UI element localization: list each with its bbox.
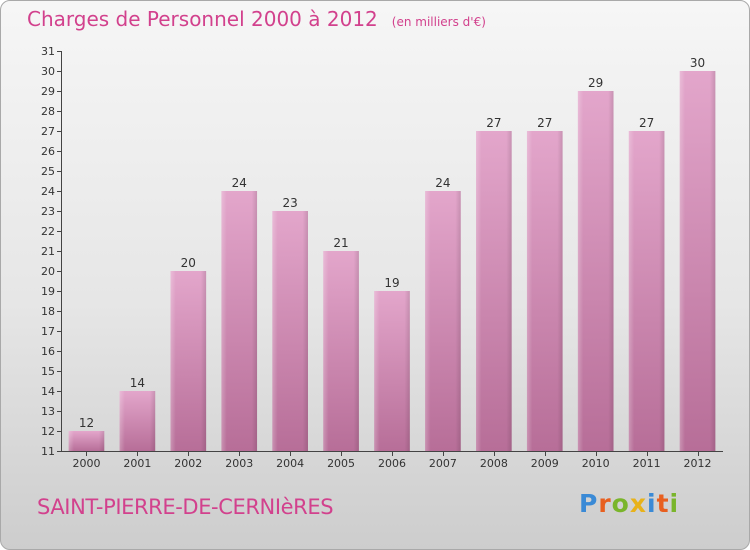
x-tick-label-2002: 2002 [174, 457, 202, 470]
y-tick-label: 24 [41, 185, 55, 198]
y-ticks: 11 12 13 14 15 16 17 18 19 20 21 22 23 24 25 26 27 28 29 30… [41, 45, 61, 458]
bar-shade-2008 [476, 131, 512, 451]
y-tick-label: 15 [41, 365, 55, 378]
y-tick-label: 26 [41, 145, 55, 158]
y-tick-label: 14 [41, 385, 55, 398]
y-tick-label: 16 [41, 345, 55, 358]
data-label-2007: 24 [435, 176, 450, 190]
y-tick-label: 22 [41, 225, 55, 238]
bar-shade-2006 [374, 291, 410, 451]
x-tick-label-2006: 2006 [378, 457, 406, 470]
x-tick-label-2010: 2010 [582, 457, 610, 470]
y-tick-label: 25 [41, 165, 55, 178]
logo-letter: i [669, 489, 680, 518]
data-label-2011: 27 [639, 116, 654, 130]
bar-shade-2000 [68, 431, 105, 451]
bar-shade-2007 [425, 191, 461, 451]
x-tick-label-2008: 2008 [480, 457, 508, 470]
logo-letter: o [611, 489, 630, 518]
y-tick-label: 12 [41, 425, 55, 438]
data-label-2002: 20 [181, 256, 196, 270]
x-tick-label-2011: 2011 [633, 457, 661, 470]
y-tick-label: 31 [41, 45, 55, 58]
y-tick-label: 17 [41, 325, 55, 338]
proxiti-logo[interactable]: Proxiti [579, 489, 679, 518]
bar-shade-2001 [119, 391, 156, 451]
data-label-2012: 30 [690, 56, 705, 70]
x-tick-label-2012: 2012 [684, 457, 712, 470]
data-label-2006: 19 [384, 276, 399, 290]
x-tick-labels: 2000 2001 2002 2003 2004 2005 2006 2007 2008 2009… [72, 451, 712, 470]
data-label-2010: 29 [588, 76, 603, 90]
commune-name: SAINT-PIERRE-DE-CERNIèRES [37, 495, 334, 519]
bars: 12 14 20 24 23 21 19 24 27 27 29 27 30 [68, 56, 716, 451]
bar-shade-2012 [679, 71, 716, 451]
bar-shade-2010 [577, 91, 614, 451]
logo-letter: x [629, 489, 647, 518]
y-tick-label: 27 [41, 125, 55, 138]
chart-title: Charges de Personnel 2000 à 2012 [27, 7, 378, 31]
data-label-2008: 27 [486, 116, 501, 130]
y-tick-label: 11 [41, 445, 55, 458]
bar-shade-2003 [221, 191, 258, 451]
chart-subtitle: (en milliers d'€) [391, 15, 486, 29]
logo-letter: i [647, 489, 657, 518]
y-tick-label: 19 [41, 285, 55, 298]
chart-title-block: Charges de Personnel 2000 à 2012 (en mill… [27, 7, 486, 31]
x-tick-label-2009: 2009 [531, 457, 559, 470]
bar-shade-2009 [526, 131, 563, 451]
y-tick-label: 18 [41, 305, 55, 318]
y-tick-label: 21 [41, 245, 55, 258]
data-label-2003: 24 [232, 176, 247, 190]
x-tick-label-2000: 2000 [72, 457, 100, 470]
data-label-2001: 14 [130, 376, 145, 390]
y-tick-label: 30 [41, 65, 55, 78]
y-tick-label: 23 [41, 205, 55, 218]
bar-shade-2004 [272, 211, 308, 451]
x-tick-label-2001: 2001 [123, 457, 151, 470]
x-tick-label-2005: 2005 [327, 457, 355, 470]
logo-letter: P [579, 489, 599, 518]
data-label-2004: 23 [283, 196, 298, 210]
bar-shade-2002 [170, 271, 207, 451]
y-tick-label: 29 [41, 85, 55, 98]
x-tick-label-2003: 2003 [225, 457, 253, 470]
data-label-2009: 27 [537, 116, 552, 130]
data-label-2000: 12 [79, 416, 94, 430]
logo-letter: r [598, 489, 612, 518]
y-tick-label: 13 [41, 405, 55, 418]
data-label-2005: 21 [333, 236, 348, 250]
x-tick-label-2007: 2007 [429, 457, 457, 470]
x-tick-label-2004: 2004 [276, 457, 304, 470]
logo-letter: t [656, 489, 670, 518]
y-tick-label: 28 [41, 105, 55, 118]
bar-shade-2011 [628, 131, 665, 451]
y-tick-label: 20 [41, 265, 55, 278]
bar-shade-2005 [323, 251, 359, 451]
